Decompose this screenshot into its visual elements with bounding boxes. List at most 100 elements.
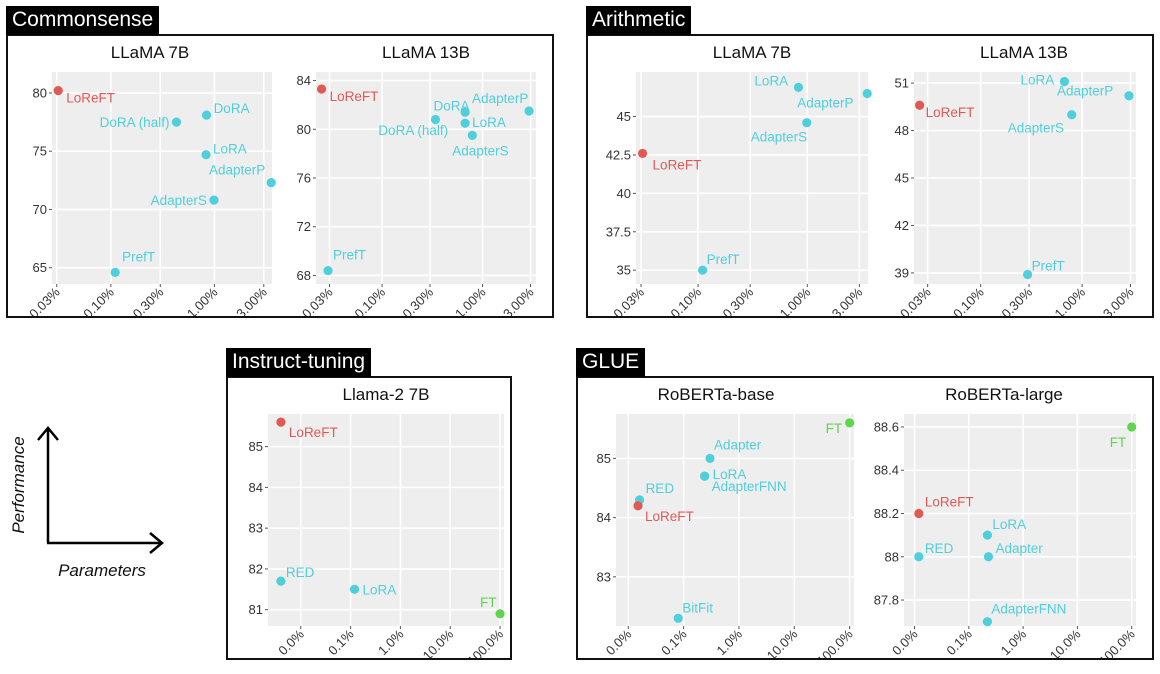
y-tick-label: 48 [895,123,909,138]
point-dora-half [171,117,182,127]
point-label-preft: PrefT [707,252,740,267]
plot-area [636,72,868,284]
point-lora [460,118,470,128]
y-tick-label: 76 [297,171,311,186]
subplot-title: LLaMA 13B [382,43,470,62]
point-loreft [53,86,63,96]
y-tick-label: 70 [33,202,47,217]
commonsense-llama-7b-chart: LLaMA 7B 65 70 75 80 0.03% 0.10% 0.30% 1.00% 3.00… [26,43,276,316]
y-tick-label: 84 [249,480,263,495]
point-adapterp [1124,91,1134,101]
x-tick-label: 3.00% [1100,284,1137,316]
legend-y-label: Performance [9,436,28,533]
point-lora [1059,76,1070,87]
point-loreft [316,84,327,94]
point-adapterfnn [982,617,993,627]
point-label-adapterp: AdapterP [472,91,528,106]
y-tick-label: 85 [597,451,611,466]
point-label-adapter: Adapter [714,437,762,452]
point-dora [430,114,441,125]
y-tick-label: 81 [249,602,263,617]
point-adapters [467,130,477,140]
y-tick-label: 40 [617,186,631,201]
x-tick-label: 100.0% [1096,626,1138,658]
y-tick-label: 88.4 [874,463,899,478]
arithmetic-llama-13b-chart: LLaMA 13B 39 42 45 48 51 0.03% 0.10% 0.30% 1.00% 3… [895,43,1137,316]
point-lora [793,82,804,92]
x-tick-label: 0.10% [80,284,117,316]
point-lora [349,584,360,594]
commonsense-llama-13b-chart: LLaMA 13B 68 72 76 80 84 0.03% 0.10% 0.30% 1.00% 3… [297,43,537,316]
point-loreft [637,148,648,159]
x-tick-label: 0.30% [399,284,436,316]
y-tick-label: 51 [895,76,909,91]
instruct-tuning-title: Instruct-tuning [226,348,372,377]
y-tick-label: 35 [617,263,631,278]
x-tick-label: 0.0% [603,626,635,658]
x-tick-label: 10.0% [764,626,801,658]
y-tick-label: 45 [617,109,631,124]
point-label-lora: LoRA [754,73,788,88]
x-tick-label: 0.0% [889,626,921,658]
y-tick-label: 72 [297,219,311,234]
subplot-title: Llama-2 7B [343,385,430,404]
y-tick-label: 84 [297,73,311,88]
point-preft [110,267,120,277]
x-tick-label: 0.1% [943,626,975,658]
y-tick-label: 75 [33,144,47,159]
subplot-title: RoBERTa-base [658,385,775,404]
y-tick-label: 37.5 [606,224,631,239]
point-label-preft: PrefT [1032,259,1065,274]
point-adapterp [524,106,534,116]
point-label-ft: FT [1110,435,1127,450]
x-tick-label: 3.00% [233,284,270,316]
point-adapters [802,118,812,128]
point-label-adapters: AdapterS [452,143,508,158]
x-tick-label: 0.1% [658,626,690,658]
subplot-title: LLaMA 7B [111,43,189,62]
point-adapters [209,195,219,205]
point-label-lora: LoRA [713,467,747,482]
point-label-loreft: LoReFT [289,425,338,440]
y-tick-label: 88.2 [874,506,899,521]
point-ft [495,609,505,619]
x-tick-label: 0.03% [897,284,934,316]
point-label-adapterp: AdapterP [797,96,853,111]
x-tick-label: 0.10% [668,284,705,316]
point-label-adapters: AdapterS [751,130,807,145]
point-preft [1022,269,1033,280]
x-tick-label: 0.30% [130,284,167,316]
point-label-adapterfnn: AdapterFNN [712,479,787,494]
point-label-lora: LoRA [213,142,247,157]
point-label-dora: DoRA [434,99,470,114]
y-tick-label: 85 [249,439,263,454]
x-tick-label: 10.0% [1047,626,1084,658]
legend-y-arrowhead [37,426,59,441]
point-label-adapterfnn: AdapterFNN [991,602,1066,617]
x-tick-label: 10.0% [420,626,457,658]
x-tick-label: 3.00% [829,284,866,316]
point-label-adapter: Adapter [995,541,1043,556]
point-preft [698,265,708,275]
point-lora [201,150,211,160]
y-tick-label: 68 [297,268,311,283]
legend-x-label: Parameters [58,561,146,580]
point-label-preft: PrefT [333,248,366,263]
arithmetic-llama-7b-chart: LLaMA 7B 35 37.5 40 42.5 45 0.03% 0.10% 0.30% 1.0… [606,43,872,316]
plot-area [268,414,504,626]
x-tick-label: 0.30% [720,284,757,316]
point-lora [982,530,993,540]
point-loreft [914,508,924,519]
x-tick-label: 1.00% [1052,284,1089,316]
x-tick-label: 0.0% [275,626,307,658]
point-label-loreft: LoReFT [653,157,702,172]
y-tick-label: 82 [249,561,263,576]
point-label-lora: LoRA [472,115,506,130]
point-loreft [276,417,286,427]
point-label-adapterp: AdapterP [1057,84,1113,99]
point-adapterfnn [700,471,710,481]
point-label-lora: LoRA [1020,72,1054,87]
point-adapterp [266,178,276,188]
x-tick-label: 1.0% [375,626,407,658]
point-label-red: RED [925,541,954,556]
